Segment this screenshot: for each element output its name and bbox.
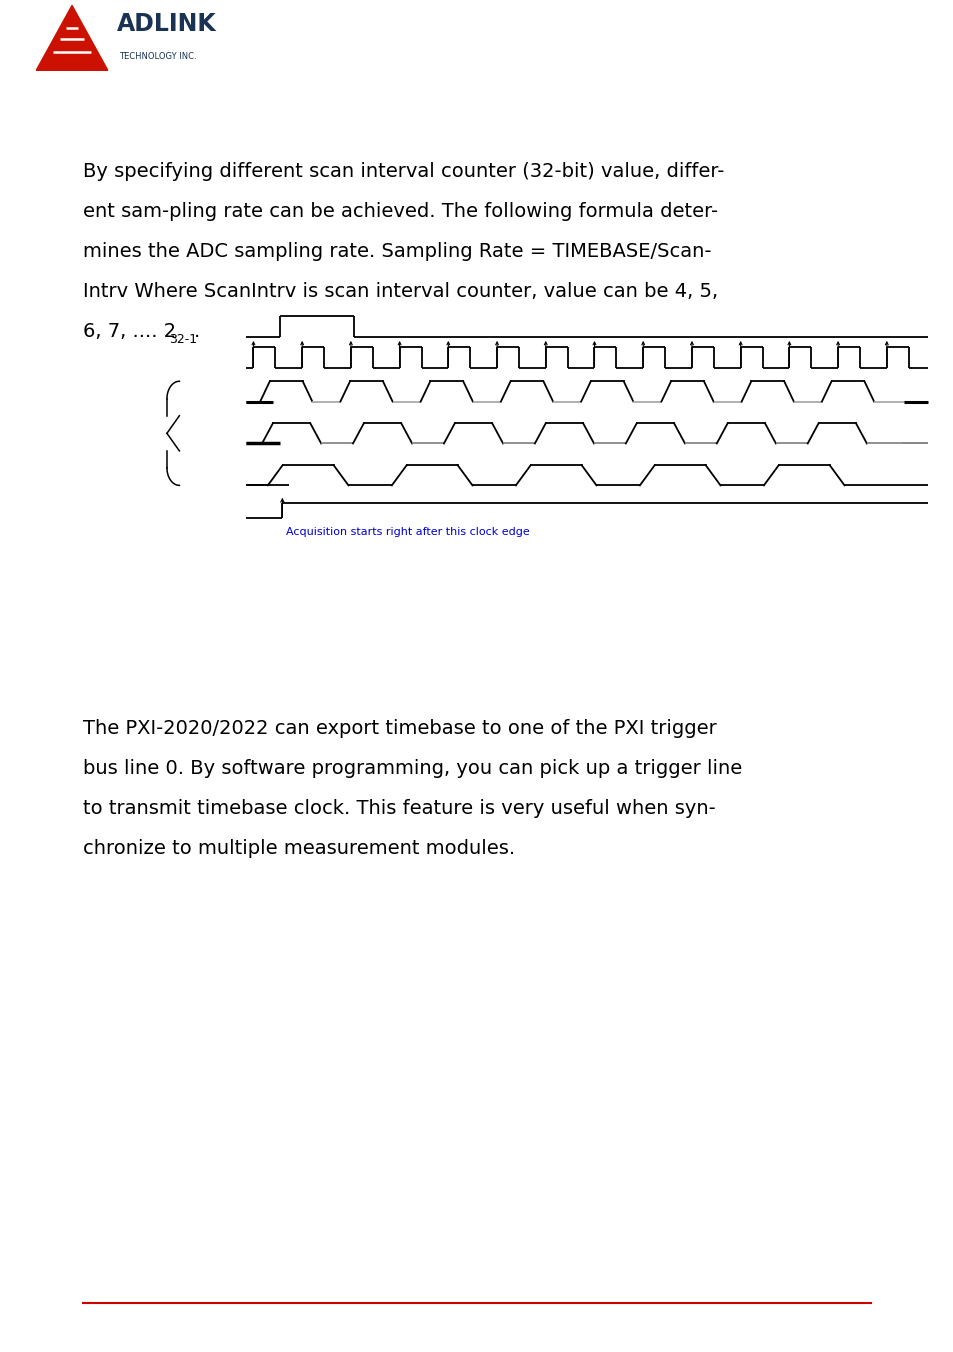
Text: The PXI-2020/2022 can export timebase to one of the PXI trigger: The PXI-2020/2022 can export timebase to…	[83, 719, 716, 738]
Text: chronize to multiple measurement modules.: chronize to multiple measurement modules…	[83, 838, 515, 859]
Text: 32-1: 32-1	[169, 333, 196, 346]
Text: to transmit timebase clock. This feature is very useful when syn-: to transmit timebase clock. This feature…	[83, 799, 715, 818]
Text: ADLINK: ADLINK	[117, 12, 217, 35]
Polygon shape	[36, 5, 108, 70]
Text: Acquisition starts right after this clock edge: Acquisition starts right after this cloc…	[286, 527, 530, 537]
Text: ent sam-pling rate can be achieved. The following formula deter-: ent sam-pling rate can be achieved. The …	[83, 203, 718, 222]
Text: 6, 7, .... 2: 6, 7, .... 2	[83, 322, 176, 341]
Text: .: .	[193, 322, 200, 341]
Text: By specifying different scan interval counter (32-bit) value, differ-: By specifying different scan interval co…	[83, 162, 723, 181]
Text: mines the ADC sampling rate. Sampling Rate = TIMEBASE/Scan-: mines the ADC sampling rate. Sampling Ra…	[83, 242, 711, 261]
Text: Intrv Where ScanIntrv is scan interval counter, value can be 4, 5,: Intrv Where ScanIntrv is scan interval c…	[83, 283, 718, 301]
Text: bus line 0. By software programming, you can pick up a trigger line: bus line 0. By software programming, you…	[83, 760, 741, 779]
Text: TECHNOLOGY INC.: TECHNOLOGY INC.	[119, 51, 196, 61]
